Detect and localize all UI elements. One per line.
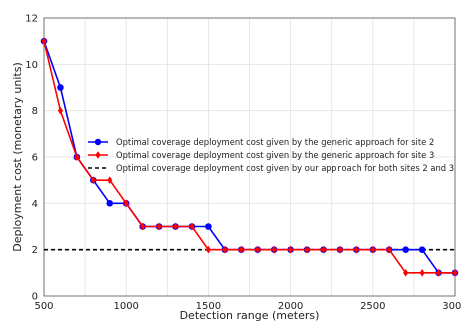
x-tick-label: 1000: [113, 301, 138, 312]
series-site3-point: [452, 269, 458, 277]
series-site2-point: [205, 223, 212, 230]
series-site3-point: [90, 176, 96, 184]
series-site3-point: [205, 245, 211, 254]
series-site3-point: [435, 269, 442, 277]
series-site2-point: [106, 200, 114, 207]
series-site3-point: [222, 245, 228, 254]
y-tick-label: 2: [32, 245, 38, 256]
series-site3-point: [419, 269, 425, 277]
legend-label-our-approach: Optimal coverage deployment cost given b…: [116, 163, 454, 173]
y-tick-label: 8: [32, 106, 38, 117]
tick-labels: 0 2 4 6 8 10 12 500 1000 1500 2000 2500 3000: [25, 14, 461, 313]
x-tick-label: 3000: [442, 301, 461, 312]
x-tick-label: 2500: [360, 301, 385, 312]
legend-item-site3: Optimal coverage deployment cost given b…: [88, 150, 434, 160]
legend-label-code: approach: [321, 163, 361, 173]
series-site3-point: [288, 245, 294, 254]
series-site2-point: [57, 84, 64, 91]
legend-item-our-approach: Optimal coverage deployment cost given b…: [88, 163, 454, 173]
series-site3-point: [337, 245, 343, 254]
series-site3-line: [43, 40, 455, 274]
series-site3-point: [57, 106, 64, 115]
y-axis-label: Deployment cost (monetary units): [11, 62, 24, 252]
x-tick-label: 500: [34, 301, 53, 312]
x-tick-label: 2000: [278, 301, 303, 312]
legend-marker-site3: [95, 151, 101, 159]
legend-item-site2: Optimal coverage deployment cost given b…: [88, 137, 434, 147]
series-site3-point: [271, 245, 277, 254]
series-site3-point: [403, 269, 409, 277]
y-tick-label: 6: [32, 153, 38, 164]
series-site3-point: [189, 222, 195, 231]
series-site3-point: [238, 245, 244, 254]
x-axis-label: Detection range (meters): [180, 309, 320, 322]
series-site3-point: [386, 245, 392, 254]
series-site3-point: [255, 245, 261, 254]
legend-label-site3: Optimal coverage deployment cost given b…: [116, 150, 434, 160]
plot-frame: [43, 17, 456, 297]
x-tick-label: 1500: [196, 301, 221, 312]
legend-label-prefix: Optimal coverage deployment cost given b…: [116, 163, 321, 173]
series-site3-point: [123, 199, 129, 208]
series-site3-point: [156, 222, 162, 231]
series-site2-point: [402, 246, 409, 253]
series-site3-point: [140, 222, 146, 231]
series-site3-point: [107, 176, 113, 184]
y-tick-label: 0: [32, 292, 38, 303]
series-site3-point: [172, 222, 179, 231]
legend-label-site2: Optimal coverage deployment cost given b…: [116, 137, 434, 147]
y-tick-label: 4: [32, 199, 38, 210]
series-site3-point: [320, 245, 327, 254]
series-layer: [40, 37, 459, 277]
series-site2-point: [418, 246, 426, 253]
series-site3-point: [41, 37, 47, 45]
series-site3-point: [74, 153, 80, 161]
legend-label-suffix: for both sites 2 and 3: [362, 163, 454, 173]
series-site3-point: [304, 245, 310, 254]
y-tick-label: 10: [25, 60, 38, 71]
series-site3-point: [370, 245, 376, 254]
legend: Optimal coverage deployment cost given b…: [88, 137, 454, 173]
legend-marker-site2: [94, 138, 102, 146]
series-site3-point: [353, 245, 359, 254]
y-tick-label: 12: [25, 14, 38, 25]
